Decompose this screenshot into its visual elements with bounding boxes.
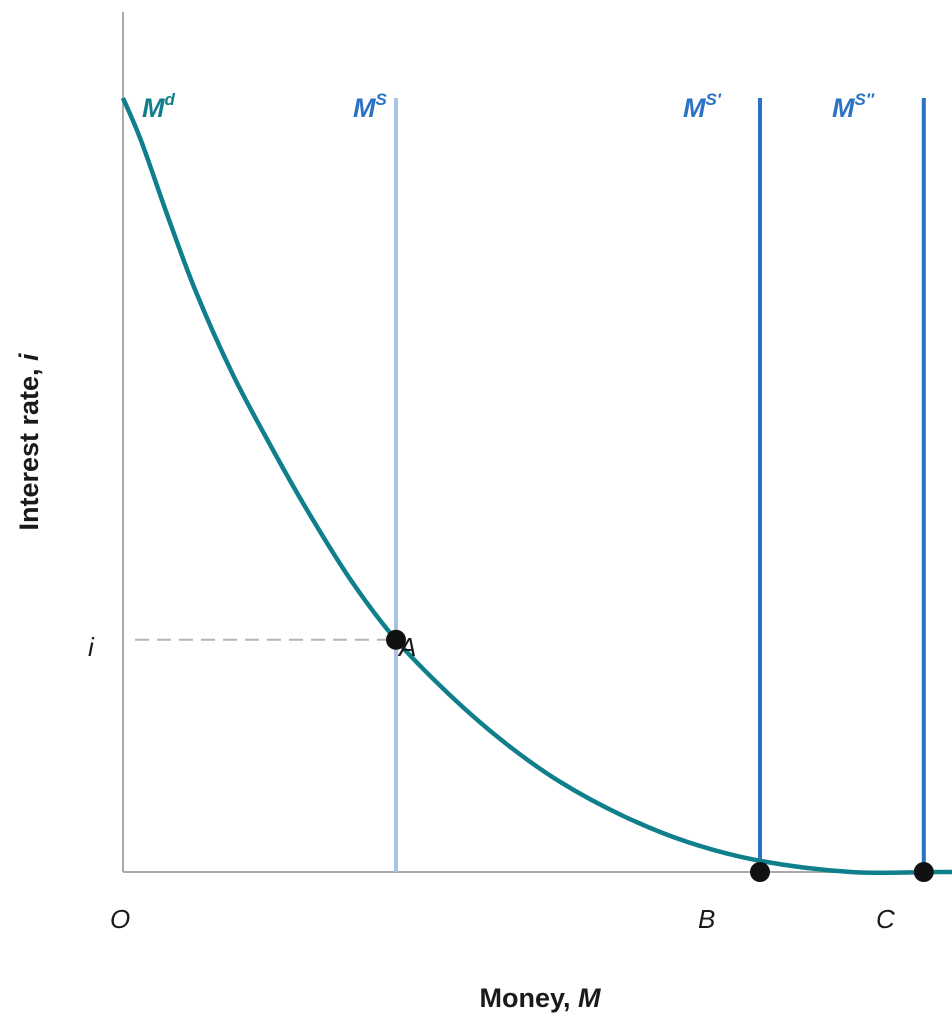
money-demand-label: Md bbox=[142, 90, 176, 123]
money-supply-label-ms-double-prime-sup: S″ bbox=[855, 90, 875, 109]
money-demand-label-main: M bbox=[142, 93, 165, 123]
interest-rate-tick-label: i bbox=[88, 632, 95, 662]
money-supply-label-ms-main: M bbox=[353, 93, 376, 123]
y-axis-title-var: i bbox=[14, 353, 44, 361]
money-supply-label-ms: MS bbox=[353, 90, 388, 123]
y-axis-title-text: Interest rate, bbox=[14, 361, 44, 531]
point-c-label: C bbox=[876, 904, 895, 934]
money-supply-label-ms-prime-main: M bbox=[683, 93, 706, 123]
x-axis-title-text: Money, bbox=[479, 983, 578, 1013]
money-demand-label-sup: d bbox=[165, 90, 176, 109]
money-supply-label-ms-prime-sup: S′ bbox=[706, 90, 722, 109]
origin-label: O bbox=[110, 904, 130, 934]
point-b bbox=[750, 862, 770, 882]
point-a-label: A bbox=[397, 632, 416, 662]
money-supply-label-ms-double-prime: MS″ bbox=[832, 90, 875, 123]
money-supply-label-ms-double-prime-main: M bbox=[832, 93, 855, 123]
x-axis-title: Money, M bbox=[479, 983, 601, 1013]
point-c bbox=[913, 862, 934, 882]
money-supply-label-ms-prime: MS′ bbox=[683, 90, 722, 123]
point-b-label: B bbox=[698, 904, 715, 934]
money-supply-label-ms-sup: S bbox=[376, 90, 388, 109]
x-axis-title-var: M bbox=[578, 983, 601, 1013]
equilibrium-point-a bbox=[386, 629, 406, 650]
money-demand-curve bbox=[120, 97, 952, 876]
y-axis-title: Interest rate, i bbox=[14, 353, 44, 531]
